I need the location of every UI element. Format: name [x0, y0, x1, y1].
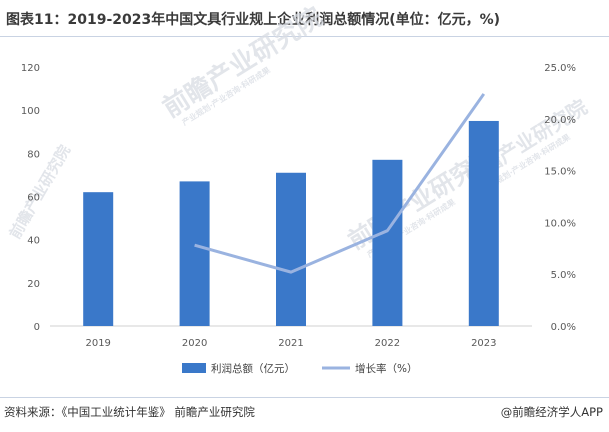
- left-axis-tick-label: 100: [21, 106, 40, 117]
- bar-profit-2020: [179, 181, 210, 326]
- right-axis-tick-label: 5.0%: [551, 270, 576, 281]
- legend: 利润总额（亿元） 增长率（%）: [182, 362, 417, 375]
- x-axis-tick-label: 2020: [182, 338, 207, 349]
- bar-profit-2022: [372, 159, 403, 326]
- bar-profit-2019: [83, 192, 114, 326]
- chart-title: 图表11：2019-2023年中国文具行业规上企业利润总额情况(单位：亿元，%): [6, 12, 501, 28]
- legend-label-growth: 增长率（%）: [355, 362, 417, 375]
- growth-rate-line: [194, 93, 486, 274]
- footer-divider: [0, 397, 609, 398]
- left-axis-tick-label: 60: [27, 193, 40, 204]
- left-axis-tick-label: 120: [21, 63, 40, 74]
- left-axis-tick-label: 40: [27, 236, 40, 247]
- right-axis-tick-label: 25.0%: [544, 63, 576, 74]
- x-axis-tick-label: 2019: [85, 338, 110, 349]
- legend-swatch-bar: [182, 363, 206, 373]
- x-axis-tick-label: 2022: [375, 338, 400, 349]
- right-axis-tick-label: 20.0%: [544, 115, 576, 126]
- left-axis-tick-label: 0: [34, 322, 40, 333]
- bar-profit-2023: [468, 120, 499, 326]
- right-axis-tick-label: 15.0%: [544, 167, 576, 178]
- title-divider: [0, 36, 609, 37]
- plot-area: 0 20 40 60 80 100 120 0.0% 5.0% 10.0% 15.0% 20.0% 25…: [21, 63, 576, 349]
- left-axis-tick-label: 80: [27, 149, 40, 160]
- chart-canvas: 前瞻产业研究院产业规划·产业咨询·科研成果前瞻产业研究院产业规划·产业咨询·科研…: [6, 1, 592, 375]
- right-axis-tick-label: 0.0%: [551, 322, 576, 333]
- bar-profit-2021: [276, 172, 306, 326]
- legend-label-profit: 利润总额（亿元）: [211, 362, 295, 375]
- watermark-text: 前瞻产业研究院: [157, 1, 328, 124]
- left-axis-tick-label: 20: [27, 279, 40, 290]
- x-axis-tick-label: 2023: [471, 338, 496, 349]
- right-axis-tick-label: 10.0%: [544, 218, 576, 229]
- x-axis-tick-label: 2021: [278, 338, 303, 349]
- brand-credit: @前瞻经济学人APP: [500, 405, 603, 419]
- source-note: 资料来源：《中国工业统计年鉴》 前瞻产业研究院: [4, 405, 255, 419]
